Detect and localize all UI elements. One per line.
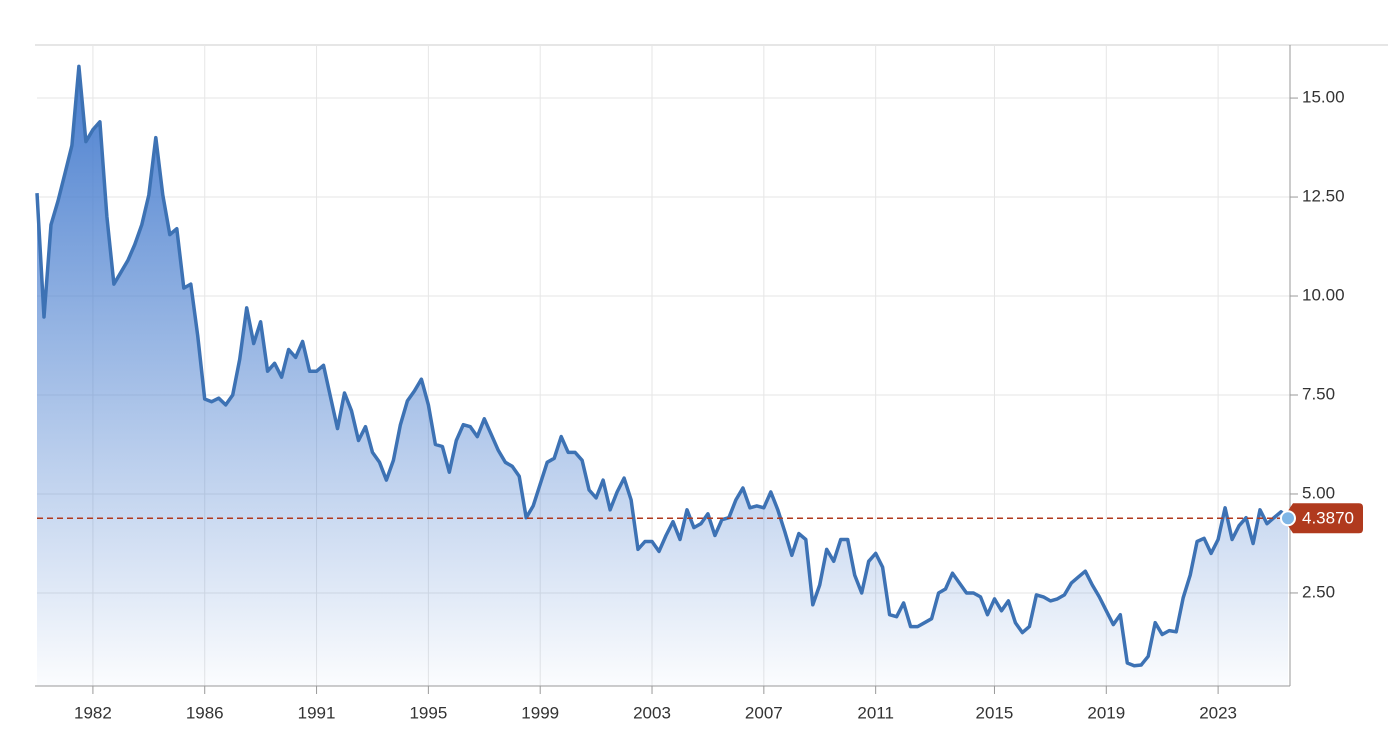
line <box>35 64 1290 668</box>
x-tick-label: 1991 <box>298 703 336 722</box>
last-point <box>1280 510 1296 527</box>
value-label-box <box>1283 503 1363 534</box>
x-tick-label: 1982 <box>74 703 112 722</box>
y-tick-label: 10.00 <box>1302 285 1345 304</box>
x-tick-label: 2019 <box>1087 703 1125 722</box>
x-tick-label: 1999 <box>521 703 559 722</box>
y-tick-label: 15.00 <box>1302 88 1345 107</box>
x-tick-label: 2011 <box>857 703 894 722</box>
x-tick-label: 2015 <box>976 703 1014 722</box>
x-tick-label: 1986 <box>186 703 224 722</box>
x-tick-label: 1995 <box>409 703 447 722</box>
y-tick-label: 12.50 <box>1302 187 1345 206</box>
x-tick-label: 2003 <box>633 703 671 722</box>
y-tick-label: 5.00 <box>1302 483 1335 502</box>
y-tick-label: 7.50 <box>1302 384 1335 403</box>
x-tick-label: 2023 <box>1199 703 1237 722</box>
y-tick-label: 2.50 <box>1302 582 1335 601</box>
x-tick-label: 2007 <box>745 703 783 722</box>
value-label: 4.3870 <box>1302 509 1354 528</box>
area <box>37 66 1288 686</box>
